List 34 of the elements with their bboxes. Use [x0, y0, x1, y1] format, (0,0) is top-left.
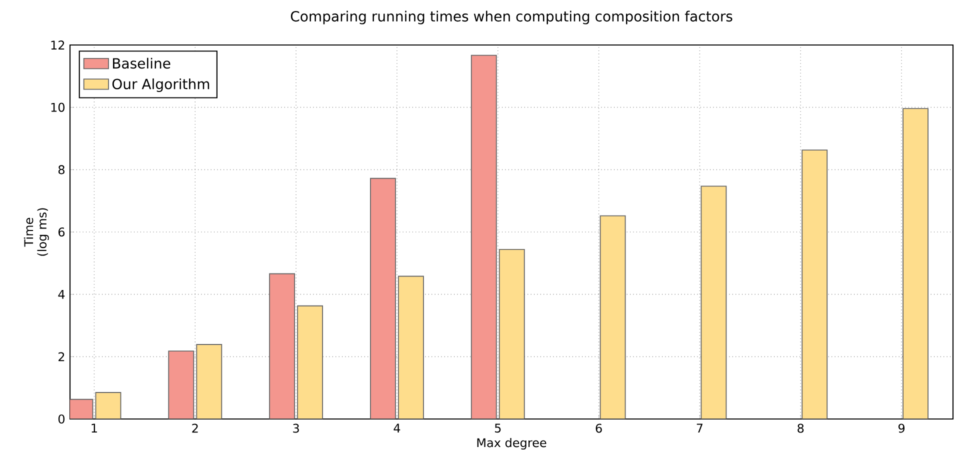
legend-label: Our Algorithm [112, 78, 210, 92]
x-axis-title: Max degree [477, 438, 546, 450]
bar [802, 150, 828, 420]
y-tick-label: 4 [58, 290, 65, 299]
bar [196, 344, 222, 420]
x-tick-label: 1 [92, 424, 97, 432]
bar [95, 392, 122, 420]
bar [700, 186, 727, 420]
y-tick-label: 2 [58, 352, 64, 362]
bar [902, 108, 929, 420]
bar [370, 178, 396, 420]
bar [398, 276, 424, 420]
x-tick-label: 5 [494, 424, 501, 433]
y-axis-title: Time (log ms) [24, 208, 49, 256]
y-tick-label: 10 [51, 102, 64, 112]
bar [168, 350, 194, 420]
bar [297, 305, 324, 420]
bar [600, 215, 626, 420]
y-tick-label: 0 [58, 414, 64, 424]
y-tick-label: 12 [51, 40, 64, 50]
y-tick-label: 6 [58, 227, 65, 237]
bar [470, 54, 497, 420]
x-tick-label: 3 [293, 424, 299, 433]
legend-label: Baseline [113, 58, 170, 69]
bar [498, 248, 525, 420]
chart-title: Comparing running times when computing composition factors [290, 10, 732, 24]
x-tick-label: 2 [192, 424, 198, 433]
x-tick-label: 4 [394, 424, 400, 432]
x-tick-label: 9 [898, 424, 905, 433]
y-tick-label: 8 [58, 165, 64, 174]
x-tick-label: 7 [696, 424, 702, 432]
x-tick-label: 8 [798, 424, 804, 433]
x-tick-label: 6 [596, 424, 602, 433]
bar [269, 273, 296, 420]
